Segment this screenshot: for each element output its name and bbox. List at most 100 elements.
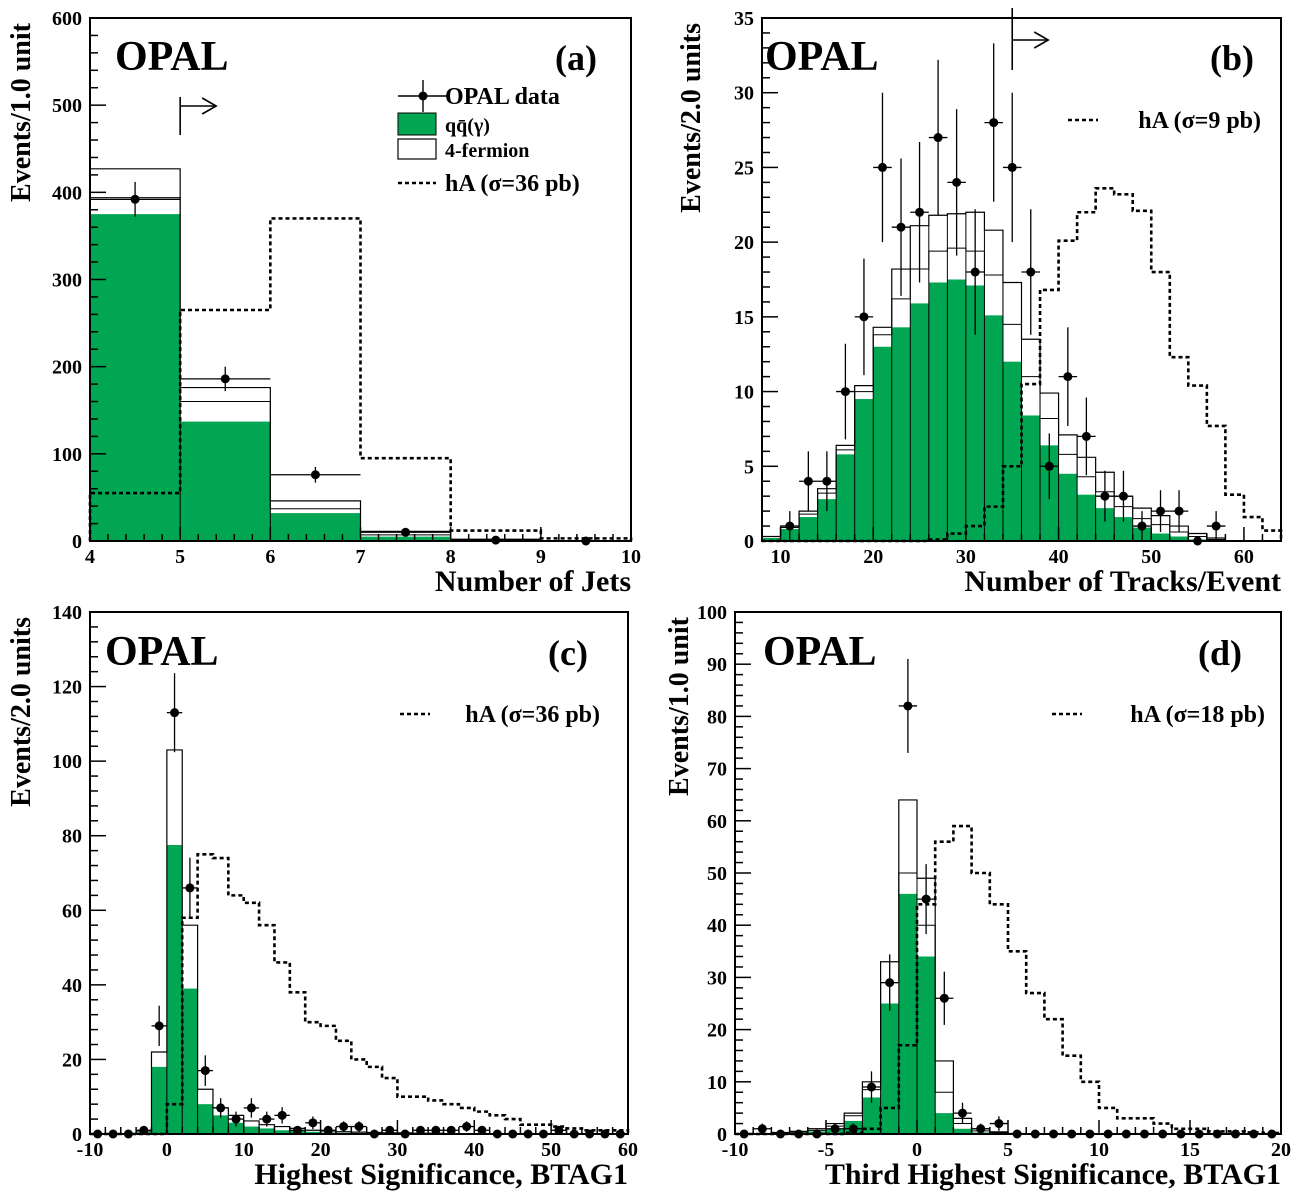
- x-tick-label: 8: [446, 546, 456, 568]
- data-point: [185, 883, 195, 893]
- data-point: [130, 194, 140, 204]
- data-point: [323, 1125, 333, 1135]
- legend-signal-label: hA (σ=18 pb): [1130, 702, 1265, 728]
- y-tick-label: 0: [744, 531, 754, 553]
- qq-bar: [1151, 533, 1170, 541]
- x-tick-label: 5: [175, 546, 185, 568]
- y-tick-label: 30: [734, 83, 754, 105]
- panel-d: -10 -5 0 5 10 15 20 0 10 20 30 40 50 60 70 80 90 100 Third…: [664, 602, 1291, 1191]
- y-tick-label: 70: [707, 759, 727, 781]
- data-point: [1118, 491, 1128, 501]
- fourfermion-line: [735, 799, 1281, 1135]
- x-tick-label: -10: [722, 1139, 749, 1161]
- data-point: [1063, 372, 1073, 382]
- x-tick-label: 5: [1003, 1139, 1013, 1161]
- data-point: [921, 894, 931, 904]
- data-point: [310, 470, 320, 480]
- plot-frame: [89, 611, 629, 1135]
- data-point: [170, 708, 180, 718]
- y-tick-label: 60: [707, 811, 727, 833]
- data-point: [976, 1124, 986, 1134]
- legend-fermion-swatch: [397, 138, 437, 160]
- x-tick-label: 60: [618, 1139, 638, 1161]
- data-point: [958, 1108, 967, 1118]
- y-tick-label: 140: [52, 602, 82, 624]
- experiment-label: OPAL: [115, 34, 229, 80]
- intermediate-line: [761, 247, 1281, 542]
- data-point: [803, 476, 813, 486]
- x-axis-title: Number of Jets: [435, 565, 631, 598]
- y-tick-label: 80: [62, 826, 82, 848]
- data-point: [1081, 431, 1091, 441]
- data-point: [1174, 506, 1184, 516]
- legend-data-marker: [418, 91, 428, 101]
- y-tick-label: 0: [717, 1124, 727, 1146]
- data-point: [840, 387, 850, 397]
- y-tick-label: 40: [707, 915, 727, 937]
- data-point: [896, 222, 906, 232]
- y-tick-label: 25: [734, 157, 754, 179]
- data-point: [830, 1124, 840, 1134]
- qq-bar: [1002, 361, 1022, 541]
- data-point: [139, 1125, 149, 1135]
- plot-frame: [734, 611, 1282, 1135]
- qq-bar: [799, 517, 818, 541]
- qq-bar: [984, 315, 1003, 541]
- y-tick-label: 20: [707, 1020, 727, 1042]
- panel-label: (c): [548, 633, 588, 673]
- qq-bar: [1058, 473, 1078, 541]
- x-tick-label: 40: [1049, 546, 1069, 568]
- data-point: [939, 993, 949, 1003]
- experiment-label: OPAL: [763, 629, 877, 675]
- data-point: [477, 1125, 487, 1135]
- x-tick-label: 30: [956, 546, 976, 568]
- legend-data-label: OPAL data: [445, 84, 560, 110]
- y-tick-label: 300: [52, 270, 82, 292]
- qq-bar: [180, 421, 271, 541]
- x-tick-label: 9: [536, 546, 546, 568]
- qq-bar: [817, 499, 837, 541]
- qq-bar: [243, 1126, 260, 1134]
- data-point: [231, 1114, 241, 1124]
- data-point: [885, 978, 895, 988]
- data-point: [293, 1125, 303, 1135]
- y-tick-label: 5: [744, 456, 754, 478]
- panel-b: 10 20 30 40 50 60 0 5 10 15 20 25 30 35 Number of Trac…: [676, 8, 1283, 598]
- x-tick-label: -10: [77, 1139, 104, 1161]
- panel-label: (d): [1198, 633, 1242, 673]
- data-point: [431, 1125, 441, 1135]
- y-tick-label: 100: [52, 444, 82, 466]
- data-point: [554, 1125, 564, 1135]
- qq-bar: [935, 1113, 954, 1134]
- qq-bar: [862, 1097, 881, 1134]
- y-tick-label: 200: [52, 357, 82, 379]
- y-axis-title: Events/2.0 units: [676, 23, 707, 213]
- data-point: [216, 1103, 226, 1113]
- data-point: [867, 1082, 876, 1092]
- data-point: [220, 374, 230, 384]
- data-point: [989, 118, 999, 128]
- y-tick-label: 60: [62, 900, 82, 922]
- qq-bar: [270, 513, 361, 541]
- signal-line: [88, 217, 633, 541]
- x-tick-label: 60: [1234, 546, 1254, 568]
- data-point: [1026, 267, 1036, 277]
- qq-bar: [360, 536, 451, 541]
- qq-bar: [917, 956, 936, 1134]
- y-tick-label: 90: [707, 654, 727, 676]
- x-tick-label: 6: [265, 546, 275, 568]
- data-point: [354, 1122, 364, 1132]
- y-tick-label: 0: [72, 1124, 82, 1146]
- x-tick-label: 20: [1271, 1139, 1291, 1161]
- data-point: [308, 1118, 318, 1128]
- qq-bar: [873, 346, 892, 541]
- data-point: [903, 701, 913, 711]
- qq-bar: [228, 1122, 244, 1134]
- y-tick-label: 100: [52, 751, 82, 773]
- y-tick-label: 40: [62, 975, 82, 997]
- signal-line: [90, 853, 630, 1136]
- data-point: [462, 1122, 472, 1132]
- data-point: [415, 1125, 425, 1135]
